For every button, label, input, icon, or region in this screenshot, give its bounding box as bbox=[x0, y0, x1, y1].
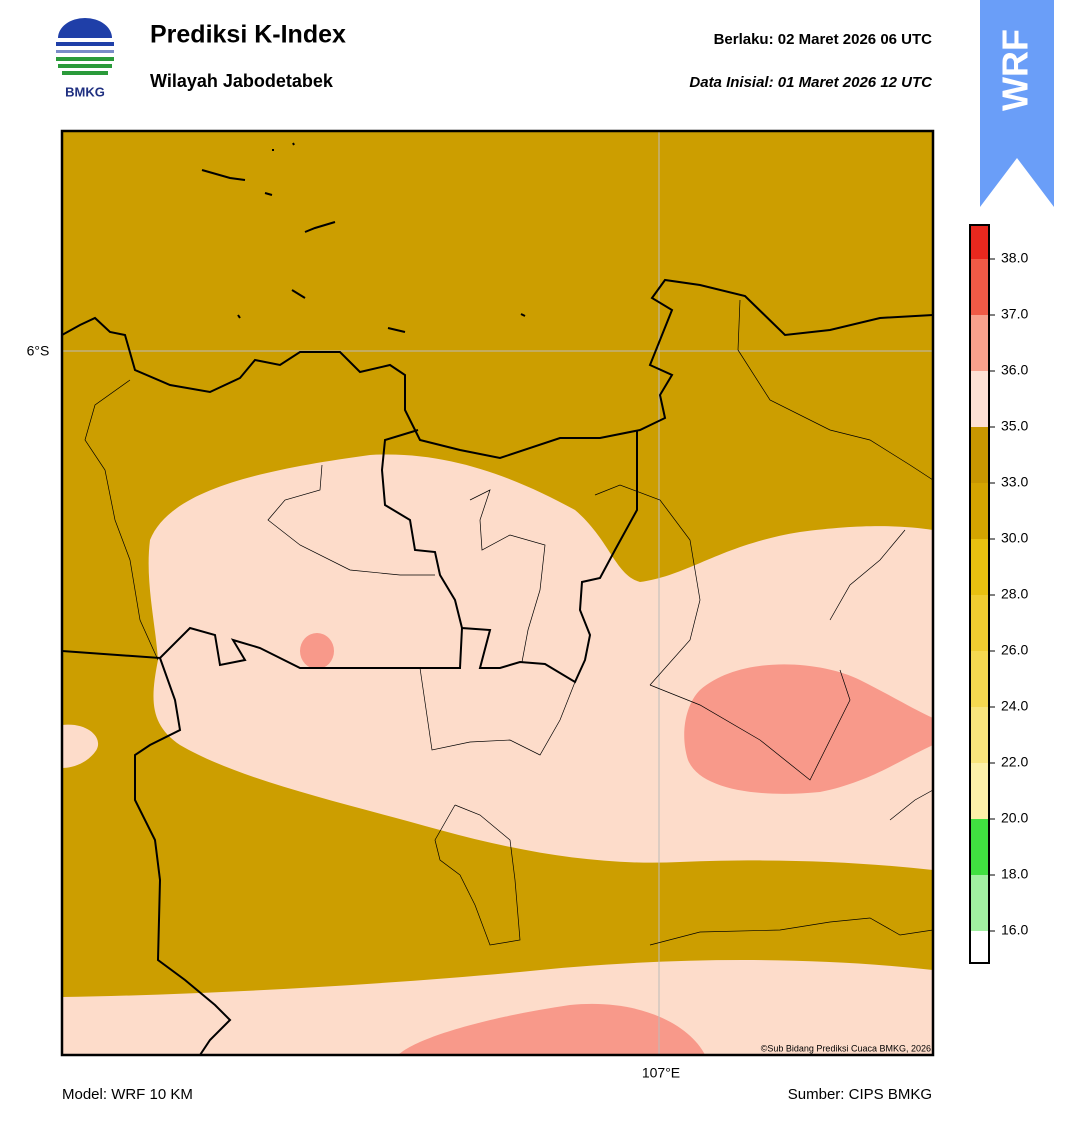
colorbar-segment bbox=[970, 483, 989, 539]
colorbar-segment bbox=[970, 225, 989, 259]
map-frame bbox=[60, 129, 935, 1057]
valid-time: Berlaku: 02 Maret 2026 06 UTC bbox=[714, 31, 933, 48]
colorbar-tick-label: 18.0 bbox=[1001, 866, 1028, 882]
colorbar-tick-label: 22.0 bbox=[1001, 754, 1028, 770]
colorbar-tick-label: 33.0 bbox=[1001, 474, 1028, 490]
map: ©Sub Bidang Prediksi Cuaca BMKG, 2026 bbox=[62, 131, 933, 1055]
colorbar: 38.0 37.0 36.0 35.0 33.0 30.0 28.0 26.0 24.0 22.0… bbox=[969, 224, 1028, 964]
wrf-badge: WRF bbox=[980, 0, 1054, 207]
logo: BMKG bbox=[56, 18, 114, 99]
subtitle: Wilayah Jabodetabek bbox=[150, 71, 334, 91]
colorbar-tick-label: 37.0 bbox=[1001, 306, 1028, 322]
colorbar-tick-label: 30.0 bbox=[1001, 530, 1028, 546]
colorbar-segment bbox=[970, 427, 989, 483]
colorbar-segment bbox=[970, 595, 989, 651]
colorbar-segment bbox=[970, 931, 989, 963]
boundaries bbox=[84, 299, 933, 946]
source-note: Sumber: CIPS BMKG bbox=[788, 1086, 932, 1103]
colorbar-tick-label: 16.0 bbox=[1001, 922, 1028, 938]
lon-label: 107°E bbox=[642, 1065, 680, 1081]
colorbar-segment bbox=[970, 539, 989, 595]
badge-text: WRF bbox=[995, 29, 1036, 111]
credit: ©Sub Bidang Prediksi Cuaca BMKG, 2026 bbox=[761, 1043, 931, 1053]
model-note: Model: WRF 10 KM bbox=[62, 1086, 193, 1103]
colorbar-segment bbox=[970, 707, 989, 763]
lat-label: 6°S bbox=[27, 343, 50, 359]
colorbar-tick-label: 20.0 bbox=[1001, 810, 1028, 826]
colorbar-segment bbox=[970, 819, 989, 875]
logo-text: BMKG bbox=[65, 84, 105, 99]
title: Prediksi K-Index bbox=[150, 21, 346, 49]
colorbar-tick-label: 24.0 bbox=[1001, 698, 1028, 714]
colorbar-tick-label: 36.0 bbox=[1001, 362, 1028, 378]
colorbar-frame bbox=[969, 224, 990, 964]
coastline bbox=[62, 142, 933, 1055]
colorbar-segment bbox=[970, 763, 989, 819]
colorbar-segment bbox=[970, 315, 989, 371]
colorbar-tick-label: 26.0 bbox=[1001, 642, 1028, 658]
colorbar-segment bbox=[970, 651, 989, 707]
initial-time: Data Inisial: 01 Maret 2026 12 UTC bbox=[689, 74, 933, 91]
colorbar-segment bbox=[970, 371, 989, 427]
colorbar-segment bbox=[970, 259, 989, 315]
colorbar-tick-label: 38.0 bbox=[1001, 250, 1028, 266]
colorbar-tick-label: 28.0 bbox=[1001, 586, 1028, 602]
colorbar-segment bbox=[970, 875, 989, 931]
colorbar-tick-label: 35.0 bbox=[1001, 418, 1028, 434]
